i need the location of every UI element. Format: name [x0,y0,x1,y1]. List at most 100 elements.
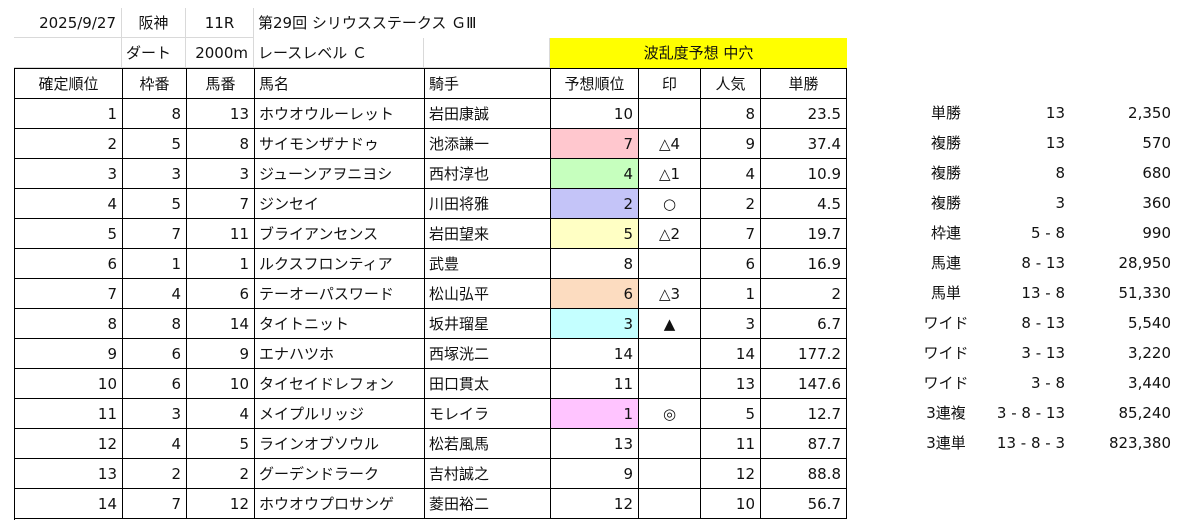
cell-popularity[interactable]: 6 [701,249,761,279]
payout-combo[interactable]: 13 - 8 [1021,284,1065,302]
cell-finish[interactable]: 12 [15,429,123,459]
cell-finish[interactable]: 1 [15,99,123,129]
cell-frame[interactable]: 3 [123,159,187,189]
cell-pred-rank[interactable]: 14 [551,339,639,369]
cell-finish[interactable]: 9 [15,339,123,369]
payout-combo[interactable]: 8 - 13 [1021,254,1065,272]
payout-amount[interactable]: 823,380 [1108,434,1171,452]
cell-jockey[interactable]: 池添謙一 [425,129,551,159]
cell-mark[interactable]: △2 [639,219,701,249]
cell-pred-rank[interactable]: 2 [551,189,639,219]
header-mark[interactable]: 印 [639,69,701,99]
payout-type[interactable]: 単勝 [930,104,961,122]
payout-combo[interactable]: 3 - 8 - 13 [996,404,1065,422]
cell-finish[interactable]: 2 [15,129,123,159]
empty-cell[interactable] [424,38,550,68]
cell-win-odds[interactable]: 6.7 [761,309,847,339]
cell-popularity[interactable]: 9 [701,129,761,159]
cell-frame[interactable]: 6 [123,369,187,399]
cell-number[interactable]: 5 [187,429,255,459]
cell-popularity[interactable]: 5 [701,399,761,429]
cell-jockey[interactable]: 川田将雅 [425,189,551,219]
cell-popularity[interactable]: 11 [701,429,761,459]
cell-jockey[interactable]: 西塚洸二 [425,339,551,369]
header-win-odds[interactable]: 単勝 [761,69,847,99]
cell-pred-rank[interactable]: 11 [551,369,639,399]
payout-amount[interactable]: 3,440 [1128,374,1171,392]
cell-jockey[interactable]: 田口貫太 [425,369,551,399]
payout-amount[interactable]: 85,240 [1118,404,1172,422]
payout-amount[interactable]: 5,540 [1128,314,1171,332]
cell-mark[interactable] [639,99,701,129]
payout-amount[interactable]: 680 [1142,164,1171,182]
cell-number[interactable]: 13 [187,99,255,129]
cell-mark[interactable]: ○ [639,189,701,219]
cell-pred-rank[interactable]: 13 [551,429,639,459]
cell-horse[interactable]: テーオーパスワード [255,279,425,309]
payout-type[interactable]: ワイド [923,344,969,362]
header-pred-rank[interactable]: 予想順位 [551,69,639,99]
cell-frame[interactable]: 7 [123,219,187,249]
cell-horse[interactable]: グーデンドラーク [255,459,425,489]
cell-win-odds[interactable]: 10.9 [761,159,847,189]
cell-number[interactable]: 11 [187,219,255,249]
cell-mark[interactable] [639,249,701,279]
cell-popularity[interactable]: 10 [701,489,761,519]
cell-popularity[interactable]: 12 [701,459,761,489]
cell-horse[interactable]: タイトニット [255,309,425,339]
cell-jockey[interactable]: モレイラ [425,399,551,429]
cell-mark[interactable] [639,429,701,459]
payout-type[interactable]: 枠連 [930,224,961,242]
race-venue[interactable]: 阪神 [122,8,186,38]
cell-frame[interactable]: 7 [123,489,187,519]
cell-number[interactable]: 8 [187,129,255,159]
cell-jockey[interactable]: 吉村誠之 [425,459,551,489]
cell-win-odds[interactable]: 19.7 [761,219,847,249]
cell-mark[interactable]: △4 [639,129,701,159]
cell-finish[interactable]: 8 [15,309,123,339]
cell-pred-rank[interactable]: 3 [551,309,639,339]
cell-popularity[interactable]: 7 [701,219,761,249]
cell-frame[interactable]: 1 [123,249,187,279]
cell-number[interactable]: 14 [187,309,255,339]
cell-finish[interactable]: 13 [15,459,123,489]
empty-cell[interactable] [14,38,122,68]
cell-pred-rank[interactable]: 7 [551,129,639,159]
cell-jockey[interactable]: 菱田裕二 [425,489,551,519]
cell-finish[interactable]: 3 [15,159,123,189]
payout-type[interactable]: 3連複 [926,404,966,422]
cell-popularity[interactable]: 8 [701,99,761,129]
payout-type[interactable]: ワイド [923,314,969,332]
header-finish[interactable]: 確定順位 [15,69,123,99]
payout-amount[interactable]: 990 [1142,224,1171,242]
cell-number[interactable]: 9 [187,339,255,369]
payout-type[interactable]: 3連単 [926,434,966,452]
cell-mark[interactable] [639,489,701,519]
cell-horse[interactable]: ジンセイ [255,189,425,219]
payout-combo[interactable]: 8 [1055,164,1065,182]
cell-number[interactable]: 12 [187,489,255,519]
race-surface[interactable]: ダート [122,38,186,68]
cell-horse[interactable]: ホウオウルーレット [255,99,425,129]
cell-frame[interactable]: 8 [123,99,187,129]
cell-jockey[interactable]: 坂井瑠星 [425,309,551,339]
cell-win-odds[interactable]: 87.7 [761,429,847,459]
cell-pred-rank[interactable]: 8 [551,249,639,279]
cell-pred-rank[interactable]: 12 [551,489,639,519]
payout-type[interactable]: 馬連 [930,254,961,272]
cell-popularity[interactable]: 4 [701,159,761,189]
cell-jockey[interactable]: 武豊 [425,249,551,279]
cell-finish[interactable]: 6 [15,249,123,279]
cell-win-odds[interactable]: 12.7 [761,399,847,429]
cell-win-odds[interactable]: 23.5 [761,99,847,129]
cell-mark[interactable]: △3 [639,279,701,309]
cell-frame[interactable]: 3 [123,399,187,429]
cell-win-odds[interactable]: 4.5 [761,189,847,219]
cell-mark[interactable] [639,459,701,489]
cell-win-odds[interactable]: 16.9 [761,249,847,279]
cell-finish[interactable]: 5 [15,219,123,249]
cell-finish[interactable]: 7 [15,279,123,309]
cell-mark[interactable] [639,339,701,369]
cell-win-odds[interactable]: 2 [761,279,847,309]
payout-type[interactable]: 複勝 [930,164,961,182]
